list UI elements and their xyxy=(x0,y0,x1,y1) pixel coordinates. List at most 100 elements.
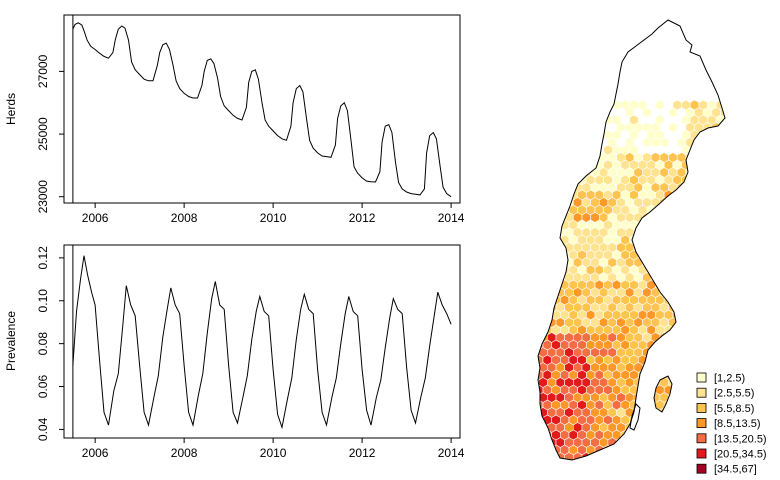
hexbin-cell xyxy=(663,249,674,261)
hexbin-cell xyxy=(711,347,721,358)
hexbin-cell xyxy=(707,294,717,306)
hexbin-cell xyxy=(724,279,725,291)
hexbin-cell xyxy=(672,444,682,456)
hexbin-cell xyxy=(707,174,717,186)
hexbin-cell xyxy=(707,264,717,276)
hexbin-cell xyxy=(581,122,591,133)
hexbin-cell xyxy=(655,234,665,246)
hexbin-cell xyxy=(526,340,535,350)
hexbin-cell xyxy=(694,197,704,208)
hexbin-cell xyxy=(646,369,656,381)
hexbin-cell xyxy=(538,234,544,246)
sweden-map: [1,2.5) [2.5,5.5) [5.5,8.5) [8.5,13.5) [13.5… xyxy=(526,19,767,476)
hexbin-cell xyxy=(542,279,553,291)
hexbin-cell xyxy=(707,279,717,291)
hexbin-cell xyxy=(694,242,704,253)
hexbin-cell xyxy=(538,152,548,163)
hexbin-cell xyxy=(526,190,535,200)
hexbin-cell xyxy=(715,219,725,231)
hexbin-cell xyxy=(538,219,544,231)
hexbin-cell xyxy=(694,272,704,283)
hexbin-cell xyxy=(546,152,557,163)
hexbin-cell xyxy=(672,369,682,381)
hexbin-cell xyxy=(642,407,652,418)
hexbin-cell xyxy=(685,227,695,238)
hexbin-cell xyxy=(538,137,548,148)
hexbin-cell xyxy=(681,279,691,291)
hexbin-cell xyxy=(659,257,669,268)
hexbin-cell xyxy=(642,437,652,448)
hexbin-cell xyxy=(564,452,574,460)
hexbin-cell xyxy=(702,287,713,298)
hexbin-cell xyxy=(542,204,553,216)
hexbin-cell xyxy=(668,422,678,433)
hexbin-cell xyxy=(689,279,700,291)
hexbin-cell xyxy=(720,272,725,283)
hexbin-cell xyxy=(715,129,725,141)
hexbin-cell xyxy=(551,204,561,216)
hexbin-cell xyxy=(698,219,708,231)
hexbin-cell xyxy=(590,107,600,118)
hexbin-cell xyxy=(698,264,708,276)
hexbin-cell xyxy=(637,384,648,396)
hexbin-cell xyxy=(676,302,687,313)
herds-axes: 2006 2008 2010 2012 2014 23000 25000 27000 xyxy=(36,54,465,225)
gotland-outline xyxy=(653,375,673,413)
hexbin-cell xyxy=(546,452,557,460)
hexbin-cell xyxy=(538,317,540,328)
hexbin-cell xyxy=(711,137,721,148)
hexbin-cell xyxy=(655,264,665,276)
hexbin-cell xyxy=(538,204,544,216)
prevalence-xtick-label: 2006 xyxy=(82,446,109,460)
hexbin-cell xyxy=(689,264,700,276)
hexbin-cell xyxy=(663,204,674,216)
hexbin-cell xyxy=(672,324,682,336)
hexbin-cell xyxy=(715,324,725,336)
hexbin-cell xyxy=(672,204,682,216)
prevalence-lines xyxy=(72,245,452,438)
hexbin-cell xyxy=(538,152,540,163)
hexbin-cell xyxy=(724,189,725,201)
hexbin-cell xyxy=(724,99,725,111)
hexbin-cell xyxy=(711,227,721,238)
prevalence-xtick-label: 2014 xyxy=(438,446,465,460)
hexbin-cell xyxy=(659,362,669,373)
hexbin-cell xyxy=(564,152,574,163)
hexbin-cell xyxy=(624,437,635,448)
hexbin-cell xyxy=(689,354,700,366)
hexbin-cell xyxy=(655,414,665,426)
hexbin-cell xyxy=(646,249,656,261)
oland-outline xyxy=(629,403,641,431)
hexbin-cell xyxy=(659,422,669,433)
hexbin-cell xyxy=(633,452,643,460)
hexbin-cell xyxy=(676,452,687,460)
hexbin-cell xyxy=(546,242,557,253)
hexbin-cell xyxy=(538,377,540,388)
hexbin-cell xyxy=(538,107,548,118)
hexbin-cell xyxy=(655,219,665,231)
hexbin-cell xyxy=(546,272,557,283)
hexbin-cell xyxy=(538,129,544,141)
hexbin-cell xyxy=(650,212,661,223)
hexbin-cell xyxy=(724,354,725,366)
hexbin-cell xyxy=(551,189,561,201)
hexbin-cell xyxy=(659,242,669,253)
hexbin-cell xyxy=(676,287,687,298)
hexbin-cell xyxy=(559,174,570,186)
hexbin-cell xyxy=(681,294,691,306)
hexbin-cell xyxy=(624,452,635,460)
hexbin-cell xyxy=(646,234,656,246)
hexbin-cell xyxy=(720,137,725,148)
hexbin-cell xyxy=(724,339,725,351)
hexbin-cell xyxy=(720,332,725,343)
hexbin-cell xyxy=(526,145,535,155)
prevalence-ytick-label: 0.06 xyxy=(36,375,50,399)
hexbin-cell xyxy=(681,189,691,201)
hexbin-cell xyxy=(642,422,652,433)
hexbin-cell xyxy=(724,309,725,321)
prevalence-ytick-label: 0.10 xyxy=(36,289,50,313)
legend-swatch xyxy=(696,372,707,383)
prevalence-xtick-label: 2010 xyxy=(260,446,287,460)
herds-ytick-label: 27000 xyxy=(36,54,50,88)
hexbin-cell xyxy=(672,354,682,366)
